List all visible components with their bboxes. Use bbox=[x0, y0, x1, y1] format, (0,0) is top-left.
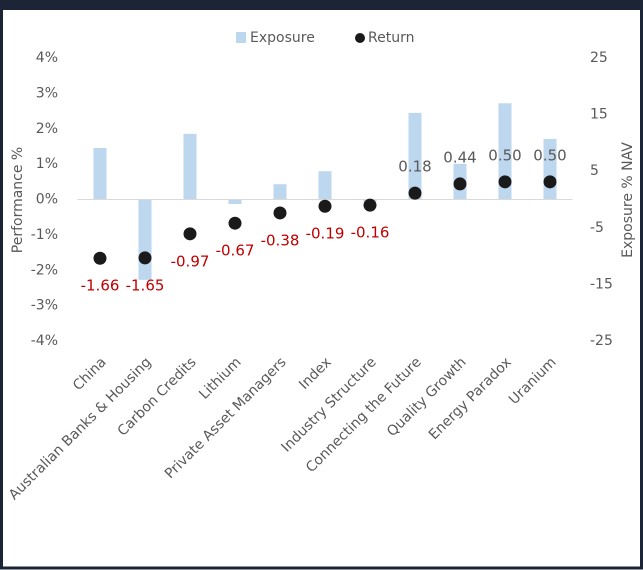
x-tick-label: China bbox=[70, 354, 110, 394]
x-tick-label: Carbon Credits bbox=[115, 354, 200, 439]
y2-tick-label: -5 bbox=[590, 220, 604, 236]
y-tick-label: -4% bbox=[31, 333, 58, 349]
y-tick-label: 2% bbox=[36, 121, 58, 137]
return-dot bbox=[138, 251, 152, 265]
y2-tick-label: -15 bbox=[590, 276, 613, 292]
return-label: 0.50 bbox=[488, 146, 521, 164]
return-dot bbox=[453, 177, 467, 191]
legend-swatch bbox=[355, 33, 365, 43]
y2-tick-label: -25 bbox=[590, 333, 613, 349]
y2-tick-label: 5 bbox=[590, 163, 599, 179]
return-label: 0.50 bbox=[533, 146, 566, 164]
return-label: -1.66 bbox=[81, 277, 120, 295]
return-dot bbox=[183, 227, 197, 241]
x-tick-label: Uranium bbox=[506, 354, 560, 408]
return-dot bbox=[273, 206, 287, 220]
return-dot bbox=[543, 175, 557, 189]
return-label: -0.16 bbox=[351, 224, 390, 242]
y-axis-title: Performance % bbox=[10, 147, 26, 253]
y2-tick-label: 15 bbox=[590, 107, 608, 123]
legend-swatch bbox=[236, 32, 246, 43]
y2-tick-label: 25 bbox=[590, 50, 608, 66]
y-tick-label: 0% bbox=[36, 192, 58, 208]
return-label: -0.38 bbox=[261, 231, 300, 249]
return-label: -0.67 bbox=[216, 242, 255, 260]
exposure-bar bbox=[138, 199, 152, 280]
return-label: 0.18 bbox=[398, 158, 431, 176]
legend-label: Exposure bbox=[250, 30, 315, 46]
return-dot bbox=[93, 251, 107, 265]
exposure-bar bbox=[183, 133, 197, 200]
exposure-bar bbox=[228, 199, 242, 205]
return-dot bbox=[318, 199, 332, 213]
legend-label: Return bbox=[368, 30, 414, 46]
x-tick-label: Energy Paradox bbox=[426, 354, 515, 443]
return-label: -0.97 bbox=[171, 252, 210, 270]
return-dot bbox=[363, 198, 377, 212]
exposure-bar bbox=[93, 147, 107, 200]
return-label: -1.65 bbox=[126, 276, 165, 294]
exposure-bar bbox=[273, 184, 287, 200]
return-dot bbox=[408, 186, 422, 200]
y-tick-label: 1% bbox=[36, 156, 58, 172]
y-tick-label: 4% bbox=[36, 50, 58, 66]
y-tick-label: -1% bbox=[31, 227, 58, 243]
x-tick-label: Quality Growth bbox=[384, 354, 470, 440]
exposure-bar bbox=[318, 171, 332, 200]
y2-axis-title: Exposure % NAV bbox=[620, 142, 636, 258]
return-dot bbox=[498, 175, 512, 189]
y-tick-label: -2% bbox=[31, 262, 58, 278]
y-tick-label: 3% bbox=[36, 85, 58, 101]
return-label: -0.19 bbox=[306, 225, 345, 243]
return-label: 0.44 bbox=[443, 148, 476, 166]
y-tick-label: -3% bbox=[31, 298, 58, 314]
top-band bbox=[0, 0, 643, 10]
return-dot bbox=[228, 216, 242, 230]
x-tick-label: Index bbox=[296, 354, 335, 393]
exposure-bar bbox=[408, 112, 422, 200]
exposure-bar bbox=[498, 103, 512, 200]
